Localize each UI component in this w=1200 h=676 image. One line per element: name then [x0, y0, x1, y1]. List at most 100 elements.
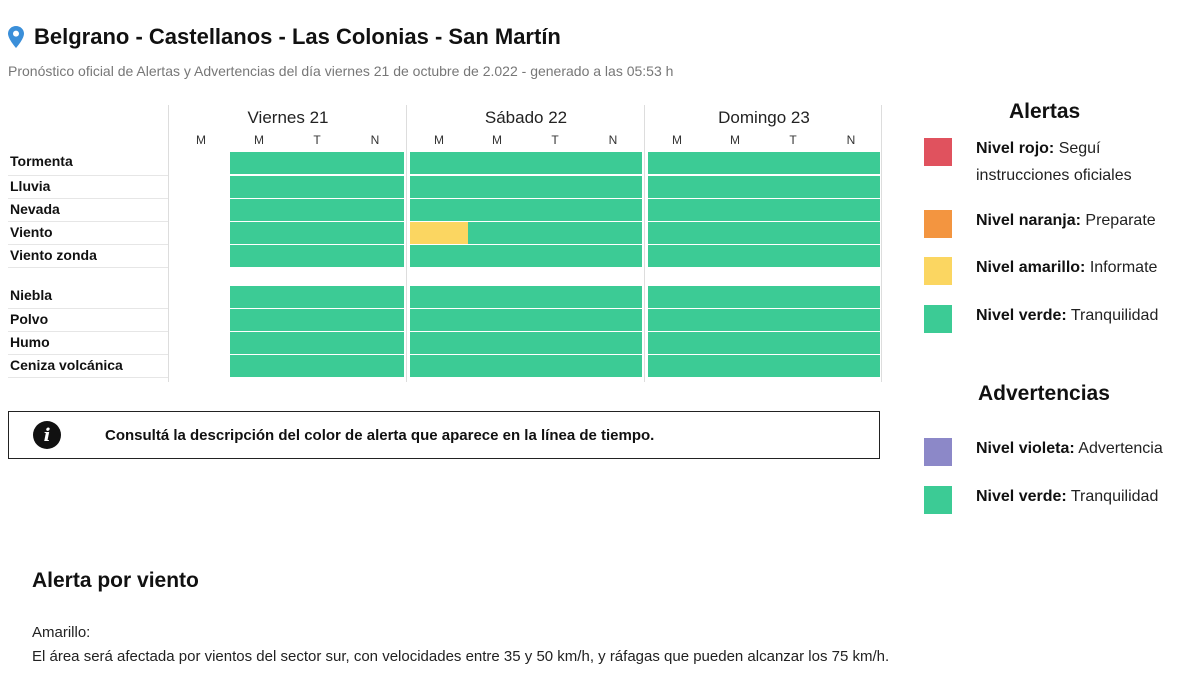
- warning-cell-verde: [822, 309, 880, 331]
- warning-cell-verde: [346, 286, 404, 308]
- warning-cell-verde: [648, 286, 706, 308]
- legend-swatch-violeta: [924, 438, 952, 466]
- warning-cell-verde: [706, 309, 764, 331]
- row-label-viento: Viento: [10, 224, 53, 240]
- day-header-domingo: Domingo 23: [718, 108, 810, 127]
- alert-cell-verde: [288, 222, 346, 244]
- alert-cell-verde: [346, 245, 404, 267]
- alert-cell-verde: [764, 222, 822, 244]
- warning-cell-verde: [526, 355, 584, 377]
- warning-cell-verde: [526, 332, 584, 354]
- alert-cell-verde: [526, 176, 584, 198]
- alert-cell-verde: [468, 152, 526, 174]
- warning-cell-verde: [648, 355, 706, 377]
- warning-cell-verde: [346, 309, 404, 331]
- warning-cell-verde: [764, 355, 822, 377]
- slot-label: M: [254, 133, 264, 147]
- alert-cell-verde: [822, 176, 880, 198]
- warning-cell-verde: [764, 309, 822, 331]
- alert-cell-verde: [822, 152, 880, 174]
- warning-cell-verde: [584, 332, 642, 354]
- warning-cell-verde: [648, 332, 706, 354]
- warning-cell-verde: [526, 286, 584, 308]
- alert-cell-verde: [468, 199, 526, 221]
- row-label-tormenta: Tormenta: [10, 153, 73, 169]
- alert-cell-verde: [346, 152, 404, 174]
- legend-level-label: Nivel violeta:: [976, 440, 1075, 457]
- alert-cell-verde: [288, 199, 346, 221]
- alert-cell-verde: [346, 176, 404, 198]
- alert-cell-verde: [648, 152, 706, 174]
- alert-detail-description: El área será afectada por vientos del se…: [32, 648, 890, 665]
- alert-cell-verde: [346, 199, 404, 221]
- legend-level-label: Nivel verde:: [976, 307, 1067, 324]
- alert-cell-verde: [648, 245, 706, 267]
- alert-cell-verde: [706, 245, 764, 267]
- alert-cell-verde: [648, 176, 706, 198]
- legend-level-label: Nivel amarillo:: [976, 259, 1086, 276]
- row-separator: [8, 267, 168, 268]
- grid-divider: [881, 105, 882, 382]
- alert-cell-verde: [526, 199, 584, 221]
- slot-label: T: [313, 133, 321, 147]
- slot-label: N: [846, 133, 856, 147]
- warning-cell-verde: [410, 286, 468, 308]
- warning-cell-verde: [288, 309, 346, 331]
- alert-cell-verde: [584, 222, 642, 244]
- grid-divider: [644, 105, 645, 382]
- warning-cell-verde: [584, 309, 642, 331]
- slot-label: M: [730, 133, 740, 147]
- alert-cell-verde: [764, 176, 822, 198]
- slot-label: N: [608, 133, 618, 147]
- row-label-lluvia: Lluvia: [10, 178, 51, 194]
- alert-cell-verde: [822, 199, 880, 221]
- warning-cell-verde: [230, 286, 288, 308]
- legend-level-label: Nivel rojo:: [976, 140, 1055, 157]
- warning-cell-verde: [346, 332, 404, 354]
- warning-cell-verde: [468, 286, 526, 308]
- warning-cell-verde: [822, 355, 880, 377]
- legend-level-desc: Tranquilidad: [1070, 488, 1159, 505]
- alert-cell-verde: [230, 199, 288, 221]
- row-separator: [8, 308, 168, 309]
- legend-level-desc: Tranquilidad: [1070, 307, 1159, 324]
- warning-cell-verde: [526, 309, 584, 331]
- legend-swatch-naranja: [924, 210, 952, 238]
- warning-cell-verde: [410, 355, 468, 377]
- legend-level-desc: Seguí instrucciones oficiales: [976, 140, 1132, 184]
- legend-level-desc: Advertencia: [1078, 440, 1163, 457]
- alert-cell-verde: [410, 152, 468, 174]
- row-label-ceniza-volcanica: Ceniza volcánica: [10, 357, 123, 373]
- info-notice: i Consultá la descripción del color de a…: [8, 411, 880, 459]
- page-subtitle: Pronóstico oficial de Alertas y Adverten…: [8, 63, 674, 79]
- warning-cell-verde: [764, 332, 822, 354]
- legend-level-desc: Preparate: [1085, 212, 1156, 229]
- warning-cell-verde: [468, 309, 526, 331]
- warning-cell-verde: [410, 332, 468, 354]
- legend-swatch-amarillo: [924, 257, 952, 285]
- legend-item-violeta: Nivel violeta: Advertencia: [976, 435, 1163, 462]
- alert-cell-verde: [230, 245, 288, 267]
- legend-item-naranja: Nivel naranja: Preparate: [976, 207, 1156, 234]
- location-header: Belgrano - Castellanos - Las Colonias - …: [8, 24, 561, 50]
- alert-cell-verde: [584, 199, 642, 221]
- warning-cell-verde: [288, 332, 346, 354]
- row-label-humo: Humo: [10, 334, 50, 350]
- alert-cell-verde: [230, 222, 288, 244]
- info-icon: i: [33, 421, 61, 449]
- slot-label: M: [492, 133, 502, 147]
- alert-cell-verde: [288, 245, 346, 267]
- slot-label: T: [551, 133, 559, 147]
- alert-cell-verde: [410, 176, 468, 198]
- warning-cell-verde: [822, 332, 880, 354]
- row-separator: [8, 354, 168, 355]
- alert-cell-verde: [706, 222, 764, 244]
- legend-swatch-rojo: [924, 138, 952, 166]
- warning-cell-verde: [468, 332, 526, 354]
- row-separator: [8, 377, 168, 378]
- location-pin-icon: [8, 26, 24, 48]
- legend-item-amarillo: Nivel amarillo: Informate: [976, 254, 1157, 281]
- alert-cell-verde: [288, 152, 346, 174]
- alert-cell-verde: [526, 245, 584, 267]
- alert-cell-verde: [468, 176, 526, 198]
